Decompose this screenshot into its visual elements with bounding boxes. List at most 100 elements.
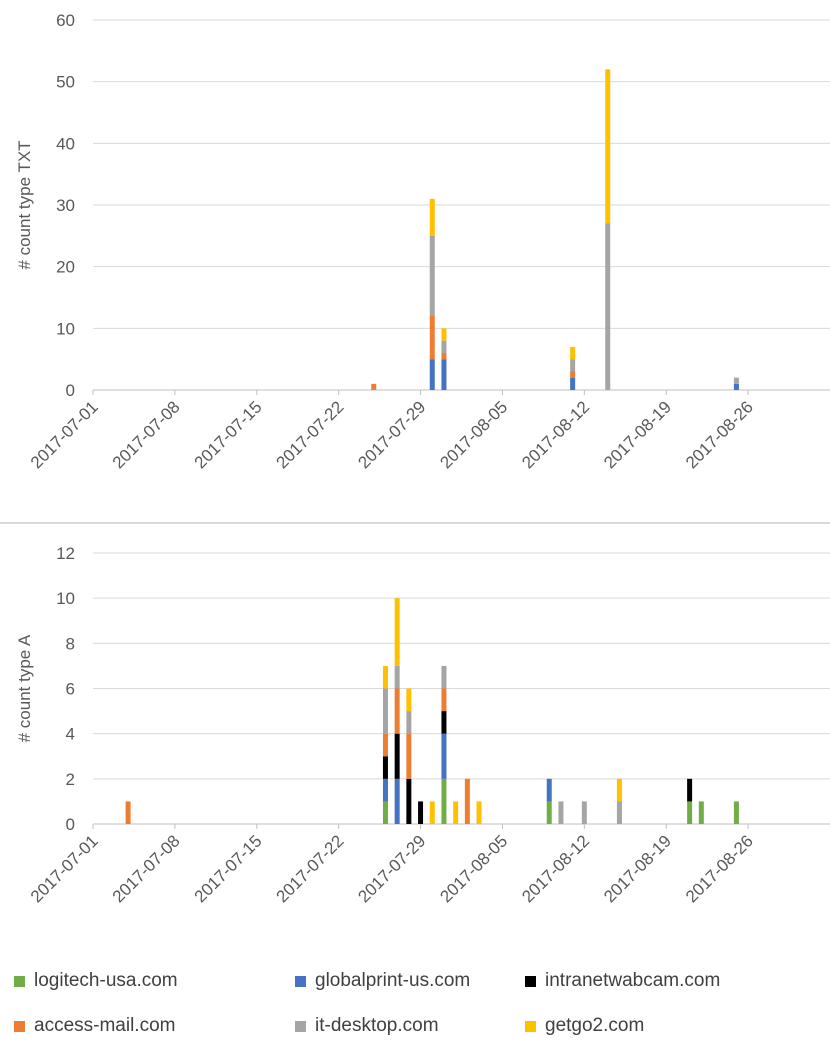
bar-segment [406,778,412,824]
x-tick-label: 2017-07-22 [273,397,348,472]
bar-segment [418,801,424,824]
bar-segment [546,778,552,802]
x-tick-label: 2017-08-19 [600,397,675,472]
bar-segment [441,778,447,824]
bar-segment [558,801,564,824]
y-tick-label: 0 [66,815,75,834]
y-tick-label: 50 [56,73,75,92]
bar-segment [382,665,388,689]
bar-segment [441,711,447,734]
bar-segment [125,801,131,824]
legend-label: getgo2.com [545,1015,645,1036]
y-tick-label: 10 [56,319,75,338]
bar-segment [382,801,388,824]
bar-segment [687,801,693,824]
legend-swatch [525,975,536,987]
legend-swatch [14,975,25,987]
y-tick-label: 20 [56,258,75,277]
y-tick-label: 0 [66,381,75,400]
x-tick-label: 2017-07-22 [273,831,348,906]
legend-swatch [295,975,306,987]
bar-segment [476,801,482,824]
bar-segment [616,778,622,802]
x-tick-label: 2017-07-08 [109,397,184,472]
bar-segment [441,340,447,353]
bar-segment [382,778,388,802]
bar-segment [733,801,739,824]
legend-label: globalprint-us.com [315,970,471,991]
bar-segment [733,383,739,390]
bar-segment [382,733,388,757]
bar-segment [394,665,400,689]
legend-item: access-mail.com [14,1013,175,1039]
x-tick-label: 2017-08-26 [682,397,757,472]
y-tick-label: 60 [56,11,75,30]
bar-segment [453,801,459,824]
bar-segment [371,383,377,390]
bar-segment [570,346,576,360]
x-tick-label: 2017-08-05 [436,831,511,906]
legend-item: it-desktop.com [295,1013,439,1039]
legend-item: getgo2.com [525,1013,644,1039]
bar-segment [394,778,400,824]
bar-segment [429,801,435,824]
y-tick-label: 8 [66,634,75,653]
legend-label: it-desktop.com [315,1015,439,1036]
bar-segment [570,377,576,390]
x-tick-label: 2017-08-12 [518,831,593,906]
bar-segment [581,801,587,824]
x-tick-label: 2017-07-08 [109,831,184,906]
y-tick-label: 6 [66,680,75,699]
bar-segment [406,733,412,779]
bar-segment [605,223,611,390]
bar-segment [441,353,447,360]
legend-label: access-mail.com [34,1015,176,1036]
x-tick-label: 2017-07-29 [354,397,429,472]
x-tick-label: 2017-08-12 [518,397,593,472]
x-tick-label: 2017-08-05 [436,397,511,472]
bar-segment [406,711,412,734]
bar-segment [441,665,447,689]
bar-segment [406,688,412,712]
bar-segment [382,688,388,734]
bar-segment [382,756,388,779]
bar-segment [605,69,611,224]
bar-segment [616,801,622,824]
bar-segment [429,198,435,236]
legend-swatch [14,1020,25,1032]
y-tick-label: 10 [56,589,75,608]
x-tick-label: 2017-08-19 [600,831,675,906]
legend-swatch [295,1020,306,1032]
bar-segment [698,801,704,824]
bar-segment [464,778,470,824]
legend-label: logitech-usa.com [34,970,178,991]
x-tick-label: 2017-07-15 [191,397,266,472]
y-tick-label: 30 [56,196,75,215]
bar-segment [429,359,435,390]
legend-item: intranetwabcam.com [525,968,720,994]
y-axis-title: # count type A [15,634,34,742]
x-tick-label: 2017-07-29 [354,831,429,906]
legend: logitech-usa.com globalprint-us.com intran… [0,960,830,1047]
x-tick-label: 2017-07-15 [191,831,266,906]
bar-segment [394,688,400,734]
bar-segment [429,235,435,316]
y-tick-label: 12 [56,544,75,563]
bar-segment [394,598,400,666]
legend-label: intranetwabcam.com [545,970,721,991]
legend-swatch [525,1020,536,1032]
bar-segment [546,801,552,824]
bar-segment [394,733,400,779]
bar-segment [441,688,447,712]
bar-segment [441,359,447,390]
x-tick-label: 2017-07-01 [27,831,102,906]
bar-segment [429,316,435,360]
bar-segment [441,328,447,341]
y-tick-label: 40 [56,134,75,153]
bar-segment [687,778,693,802]
y-tick-label: 2 [66,770,75,789]
legend-item: logitech-usa.com [14,968,178,994]
bar-segment [570,371,576,378]
x-tick-label: 2017-07-01 [27,397,102,472]
